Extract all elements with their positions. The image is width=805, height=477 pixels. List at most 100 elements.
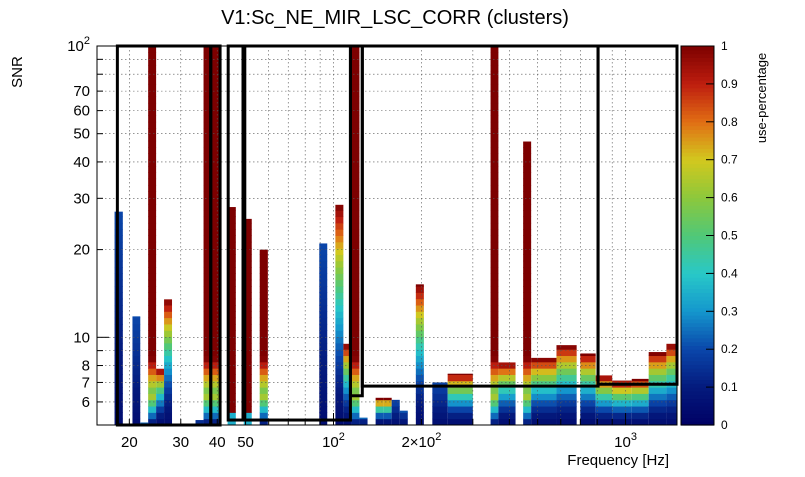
heatmap-cell xyxy=(343,418,352,426)
heatmap-cell xyxy=(351,235,360,243)
colorbar-segment xyxy=(681,280,714,286)
heatmap-cell xyxy=(211,254,220,262)
heatmap-cell xyxy=(259,361,268,369)
heatmap-cell xyxy=(211,159,220,167)
heatmap-cell xyxy=(211,241,220,249)
heatmap-cell xyxy=(666,368,677,375)
heatmap-cell xyxy=(415,361,424,369)
heatmap-cell xyxy=(335,361,344,369)
colorbar-segment xyxy=(681,402,714,407)
heatmap-cell xyxy=(148,412,157,420)
colorbar-segment xyxy=(681,235,714,240)
heatmap-cell xyxy=(211,52,220,60)
heatmap-cell xyxy=(523,399,532,407)
heatmap-cell xyxy=(203,241,212,249)
colorbar-segment xyxy=(681,394,714,400)
heatmap-cell xyxy=(351,184,360,192)
heatmap-cell xyxy=(227,361,236,369)
heatmap-cell xyxy=(490,368,499,375)
heatmap-cell xyxy=(351,166,360,173)
heatmap-cell xyxy=(211,140,220,148)
heatmap-cell xyxy=(243,218,252,224)
colorbar-segment xyxy=(681,307,714,312)
heatmap-cell xyxy=(351,241,360,249)
colorbar-segment xyxy=(681,288,714,293)
heatmap-cell xyxy=(211,102,220,110)
heatmap-cell xyxy=(319,292,328,300)
heatmap-cell xyxy=(432,412,448,420)
heatmap-cell xyxy=(211,248,220,255)
heatmap-cell xyxy=(243,412,252,420)
heatmap-cell xyxy=(259,286,268,293)
heatmap-cell xyxy=(523,406,532,413)
heatmap-cell xyxy=(359,418,368,426)
heatmap-cell xyxy=(351,128,360,135)
heatmap-cell xyxy=(335,254,344,262)
heatmap-cell xyxy=(203,216,212,224)
heatmap-cell xyxy=(164,406,173,413)
heatmap-cell xyxy=(243,387,252,394)
heatmap-cell xyxy=(335,273,344,281)
heatmap-cell xyxy=(211,121,220,129)
heatmap-cell xyxy=(523,229,532,236)
heatmap-cell xyxy=(203,71,212,79)
colorbar-segment xyxy=(681,239,714,244)
heatmap-cell xyxy=(523,361,532,369)
heatmap-cell xyxy=(148,254,157,262)
heatmap-cell xyxy=(259,292,268,300)
heatmap-cell xyxy=(490,140,499,148)
heatmap-cell xyxy=(490,203,499,211)
heatmap-cell xyxy=(148,229,157,236)
heatmap-cell xyxy=(351,96,360,104)
heatmap-cell xyxy=(351,317,360,325)
heatmap-cell xyxy=(227,241,236,249)
colorbar-segment xyxy=(681,273,714,278)
heatmap-cell xyxy=(203,387,212,394)
heatmap-cell xyxy=(490,102,499,110)
heatmap-cell xyxy=(490,90,499,98)
heatmap-cell xyxy=(335,393,344,401)
chart-title: V1:Sc_NE_MIR_LSC_CORR (clusters) xyxy=(221,7,569,29)
heatmap-cell xyxy=(531,361,557,369)
heatmap-cell xyxy=(164,399,173,407)
heatmap-cell xyxy=(490,267,499,274)
colorbar-tick-label: 0.1 xyxy=(721,380,738,394)
heatmap-cell xyxy=(227,229,236,236)
heatmap-cell xyxy=(335,279,344,287)
heatmap-cell xyxy=(490,216,499,224)
heatmap-cell xyxy=(351,115,360,123)
heatmap-cell xyxy=(203,159,212,167)
heatmap-cell xyxy=(666,355,677,363)
heatmap-cell xyxy=(351,58,360,66)
heatmap-cell xyxy=(351,349,360,357)
colorbar-segment xyxy=(681,284,714,290)
heatmap-cell xyxy=(148,216,157,224)
heatmap-cell xyxy=(148,323,157,331)
heatmap-cell xyxy=(415,311,424,319)
colorbar-segment xyxy=(681,303,714,309)
heatmap-cell xyxy=(351,304,360,312)
heatmap-cell xyxy=(203,349,212,357)
x-tick-label: 103 xyxy=(614,431,637,451)
heatmap-cell xyxy=(203,203,212,211)
heatmap-cell xyxy=(319,418,328,426)
heatmap-cell xyxy=(148,222,157,230)
heatmap-cell xyxy=(132,361,141,369)
heatmap-cell xyxy=(156,393,165,401)
heatmap-cell xyxy=(343,380,352,388)
heatmap-cell xyxy=(580,406,596,413)
heatmap-cell xyxy=(335,304,344,312)
heatmap-cell xyxy=(490,191,499,199)
heatmap-cell xyxy=(259,349,268,357)
colorbar-segment xyxy=(681,334,714,339)
colorbar-segment xyxy=(681,258,714,263)
heatmap-cell xyxy=(164,330,173,338)
heatmap-cell xyxy=(211,304,220,312)
heatmap-cell xyxy=(490,292,499,300)
heatmap-cell xyxy=(490,304,499,312)
heatmap-cell xyxy=(631,378,649,382)
heatmap-cell xyxy=(447,373,473,375)
heatmap-cell xyxy=(556,380,577,388)
y-tick-label: 70 xyxy=(73,83,90,100)
y-tick-label: 20 xyxy=(73,242,90,259)
